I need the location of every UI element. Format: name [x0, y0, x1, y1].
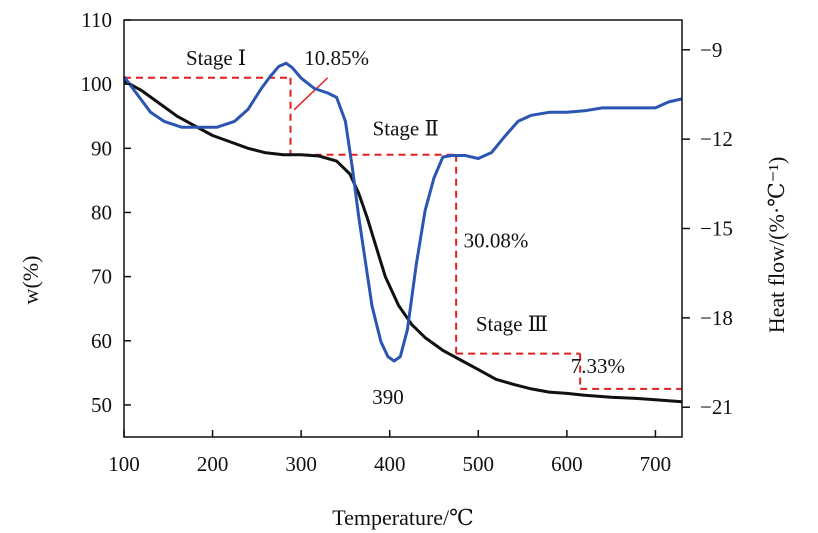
annotation-label-6: 390 [372, 385, 404, 409]
x-axis-title: Temperature/℃ [332, 505, 474, 530]
tick-labels: 100 200 300 400 500 600 700 50 60 70 80 90 100 110 −9 −… [81, 8, 733, 476]
x-tick-label: 700 [640, 452, 672, 476]
annotation-label-2: Stage Ⅱ [373, 116, 439, 140]
y-left-tick-label: 50 [91, 393, 112, 417]
y-left-axis-title: w(%) [18, 256, 43, 305]
x-tick-label: 600 [551, 452, 583, 476]
axes [123, 19, 690, 438]
y-left-tick-label: 110 [81, 8, 112, 32]
x-tick-label: 100 [108, 452, 140, 476]
x-tick-label: 400 [374, 452, 406, 476]
annotations: Stage Ⅰ 10.85% Stage Ⅱ 30.08% Stage Ⅲ 7.33% 39… [186, 46, 625, 409]
y-left-tick-label: 70 [91, 265, 112, 289]
plot-area [122, 61, 683, 404]
y-left-tick-label: 90 [91, 136, 112, 160]
annotation-label-1: 10.85% [304, 46, 369, 70]
y-left-tick-label: 100 [81, 72, 113, 96]
annotation-label-0: Stage Ⅰ [186, 46, 246, 70]
annotation-leader-line [293, 77, 329, 111]
x-tick-label: 200 [197, 452, 229, 476]
y-right-tick-label: −15 [700, 217, 733, 241]
x-tick-label: 500 [463, 452, 495, 476]
y-left-tick-label: 60 [91, 329, 112, 353]
y-left-tick-label: 80 [91, 200, 112, 224]
heat-flow-curve-series [122, 61, 683, 363]
y-right-tick-label: −18 [700, 306, 733, 330]
annotation-label-3: 30.08% [464, 229, 529, 253]
mass-curve-series [123, 79, 683, 404]
x-tick-label: 300 [285, 452, 317, 476]
y-right-tick-label: −21 [700, 395, 733, 419]
annotation-label-4: Stage Ⅲ [476, 312, 548, 336]
y-right-axis-title: Heat flow/(%·℃⁻¹) [764, 157, 789, 334]
y-right-tick-label: −9 [700, 38, 722, 62]
y-right-tick-label: −12 [700, 127, 733, 151]
annotation-label-5: 7.33% [571, 354, 625, 378]
